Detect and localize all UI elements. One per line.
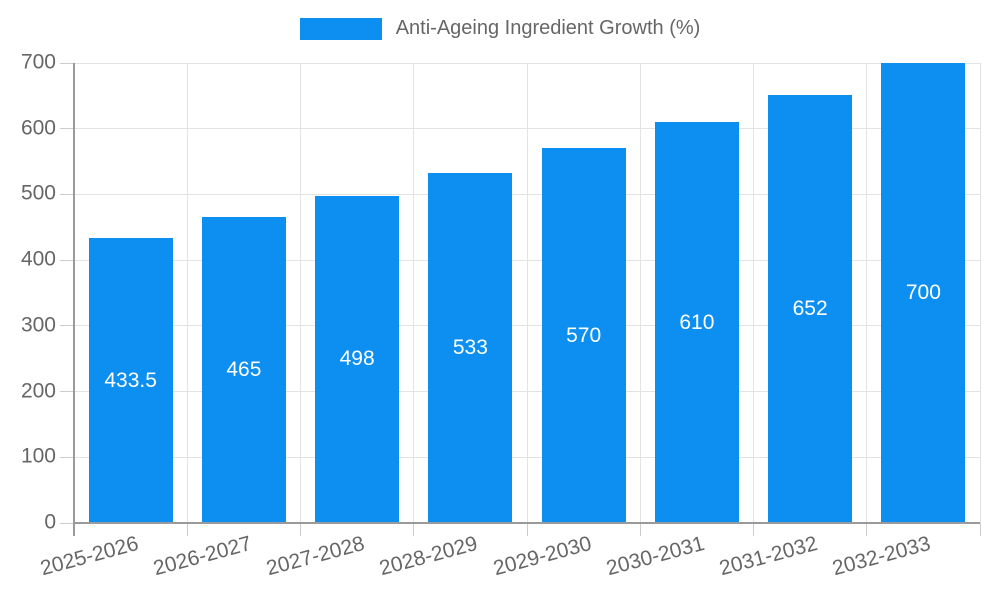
- bar: 498: [315, 195, 400, 523]
- y-tick-label: 200: [20, 379, 56, 403]
- gridline: [526, 63, 528, 523]
- y-tick: [60, 62, 74, 64]
- y-tick-label: 400: [20, 247, 56, 271]
- bar-value-label: 498: [339, 347, 375, 371]
- plot-area: 0 100 200 300 400 500 600 700 433.5 465 498 533 570 6…: [21, 51, 981, 580]
- gridline: [639, 63, 641, 523]
- x-axis-line: [74, 522, 980, 524]
- x-tick: [526, 523, 528, 536]
- x-tick: [413, 523, 415, 536]
- x-tick-label: 2032-2033: [830, 532, 934, 581]
- bar: 700: [881, 63, 966, 523]
- x-tick-label: 2026-2027: [150, 532, 254, 581]
- legend-swatch: [299, 17, 382, 40]
- gridline: [413, 63, 415, 523]
- y-tick: [60, 193, 74, 195]
- x-tick: [186, 523, 188, 536]
- x-tick: [866, 523, 868, 536]
- gridline: [186, 63, 188, 523]
- bar-value-label: 652: [792, 296, 828, 320]
- bar: 533: [428, 172, 513, 523]
- x-tick-label: 2027-2028: [264, 532, 368, 581]
- legend-label: Anti-Ageing Ingredient Growth (%): [395, 17, 701, 39]
- y-tick-label: 100: [20, 444, 56, 468]
- x-tick-label: 2025-2026: [37, 532, 141, 581]
- y-tick-label: 500: [20, 181, 56, 205]
- bar: 570: [541, 148, 626, 523]
- y-tick: [60, 259, 74, 261]
- y-tick: [60, 522, 74, 524]
- x-tick-label: 2028-2029: [377, 532, 481, 581]
- y-tick-label: 600: [20, 116, 56, 140]
- bar-value-label: 433.5: [104, 368, 157, 392]
- x-tick: [753, 523, 754, 536]
- y-tick: [60, 456, 74, 458]
- gridline: [979, 63, 981, 523]
- y-tick-label: 700: [20, 50, 56, 74]
- x-tick: [300, 523, 301, 536]
- y-axis-line: [73, 63, 75, 536]
- gridline: [866, 63, 868, 523]
- x-tick-label: 2031-2032: [717, 532, 821, 581]
- x-tick-label: 2030-2031: [603, 532, 707, 581]
- gridline: [753, 63, 754, 523]
- y-tick: [60, 128, 74, 130]
- legend-item[interactable]: Anti-Ageing Ingredient Growth (%): [299, 17, 701, 40]
- bar: 433.5: [88, 238, 173, 523]
- y-tick: [60, 391, 74, 393]
- y-tick-label: 300: [20, 313, 56, 337]
- x-tick-label: 2029-2030: [490, 532, 594, 581]
- bar-value-label: 700: [905, 281, 941, 304]
- bar: 652: [768, 94, 853, 523]
- bar: 610: [654, 122, 739, 523]
- bar-value-label: 610: [679, 310, 715, 334]
- x-tick: [639, 523, 641, 536]
- bar-value-label: 533: [452, 335, 488, 359]
- gridline: [300, 63, 301, 523]
- bar-value-label: 570: [566, 323, 602, 347]
- y-tick-label: 0: [44, 510, 56, 534]
- y-tick: [60, 325, 74, 327]
- legend: Anti-Ageing Ingredient Growth (%): [0, 17, 1000, 40]
- bar-value-label: 465: [226, 358, 262, 382]
- x-tick: [979, 523, 981, 536]
- bar: 465: [201, 217, 286, 523]
